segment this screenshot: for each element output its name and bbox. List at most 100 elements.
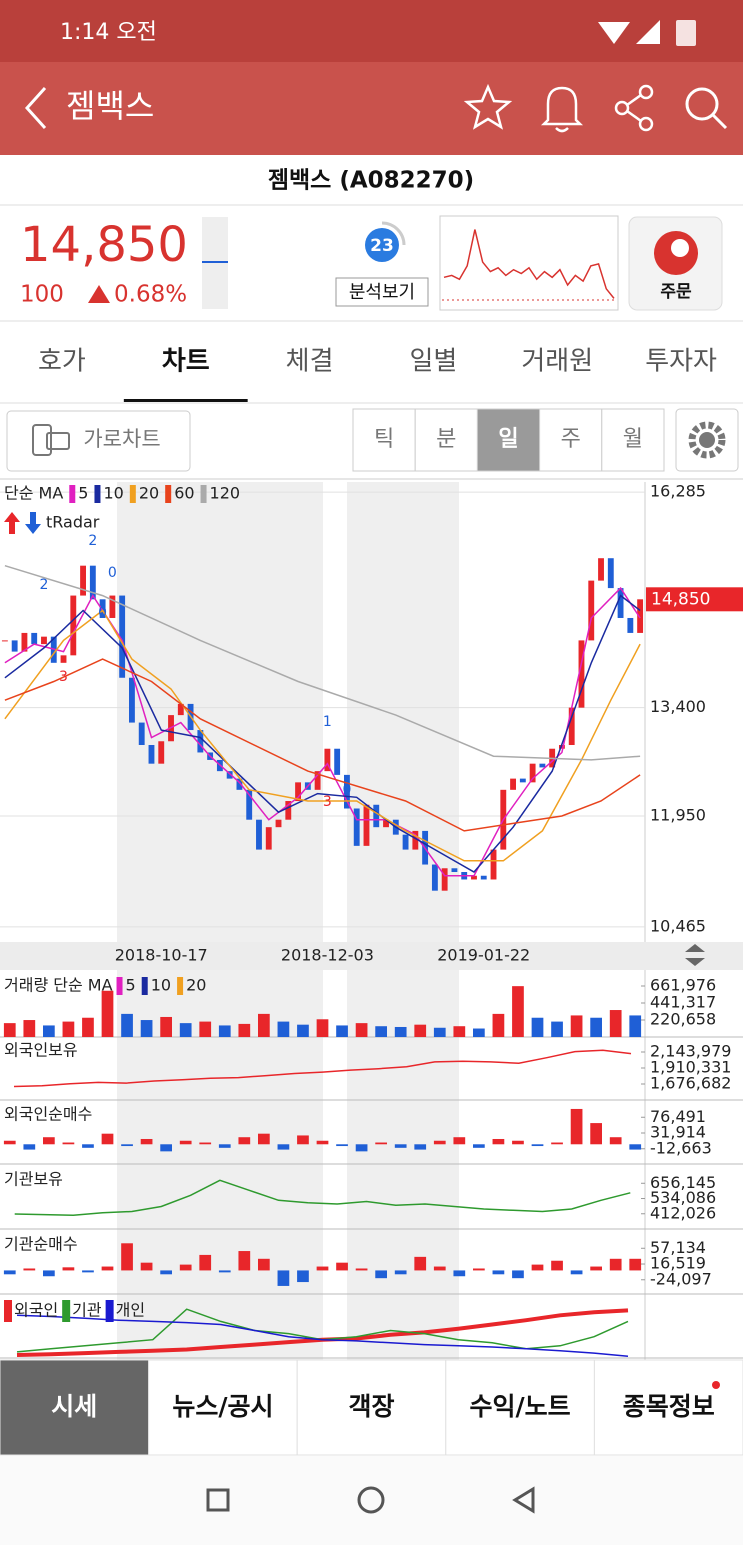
bar [512,1270,524,1279]
bar [121,1144,133,1147]
bar [570,1270,583,1275]
bottom-tab-label: 시세 [51,1392,97,1421]
legend-label: 60 [174,484,194,503]
resize-handle[interactable] [685,944,705,966]
tab[interactable]: 호가 [38,347,86,377]
candle [324,748,331,772]
bar [629,1015,642,1037]
landscape-icon [32,424,52,456]
moving-average-line [4,609,641,862]
alarm-button[interactable] [540,86,584,133]
y-tick-label: 220,658 [650,1010,716,1029]
bar [414,1256,427,1271]
candle [363,804,370,846]
bottom-tab[interactable] [148,1359,298,1456]
score-badge[interactable] [365,228,399,262]
candle [21,632,28,652]
period-button[interactable] [352,408,416,472]
bar [433,1266,446,1271]
period-button[interactable] [414,408,478,472]
period-button[interactable] [539,408,603,472]
landscape-icon [46,432,70,450]
tab[interactable]: 차트 [162,347,210,377]
candle [490,849,497,880]
analysis-button[interactable] [335,277,429,307]
legend-swatch [4,1300,12,1322]
y-tick-label: 11,950 [650,805,706,824]
panel-title: 외국인보유 [4,1041,78,1060]
bar [160,1016,172,1037]
bar [3,1023,16,1037]
bar [101,1133,114,1145]
favorite-button[interactable] [463,83,513,130]
bar [140,1020,153,1037]
back-button[interactable] [24,86,47,130]
bar [512,986,524,1037]
bar [43,1137,55,1145]
home-button[interactable] [357,1486,385,1514]
bar [609,1258,622,1271]
bar [512,1140,524,1145]
legend-swatch [129,485,136,503]
bar [375,1026,387,1037]
legend-label: 20 [186,976,206,995]
bar [531,1017,544,1037]
bar [140,1262,153,1271]
bar [336,1144,348,1147]
landscape-button[interactable] [6,410,191,472]
recent-apps-button[interactable] [206,1488,230,1512]
bottom-tab[interactable] [445,1359,595,1456]
bar [121,1013,133,1037]
bar [277,1021,290,1037]
period-button[interactable] [476,408,541,472]
candle [60,655,67,663]
candle [431,864,438,891]
panel-title: 외국인순매수 [4,1105,92,1124]
search-button[interactable] [685,87,728,130]
bar [336,1025,348,1037]
candle [578,640,585,708]
bar [297,1270,309,1283]
score-value: 23 [370,236,394,256]
signal-annotation: 0 [108,565,117,581]
bar [199,1021,212,1037]
tab[interactable]: 거래원 [521,347,593,377]
period-button[interactable] [601,408,665,472]
bottom-tab-label: 종목정보 [623,1392,715,1421]
candle [265,827,272,850]
tab[interactable]: 체결 [286,347,334,377]
bar [375,1142,387,1145]
tab[interactable]: 일별 [409,347,457,377]
bar [336,1262,348,1271]
candle [275,819,282,828]
last-price-marker [646,587,743,612]
candle [637,599,644,633]
bottom-tab[interactable] [296,1359,447,1456]
bar [394,1026,407,1037]
tab[interactable]: 투자자 [645,347,717,377]
price-change: 100 [20,282,64,308]
candle [236,778,243,790]
settings-icon [699,432,715,448]
bar [394,1144,407,1148]
bar [531,1144,544,1147]
y-tick-label: 1,910,331 [650,1057,731,1076]
moving-average-line [4,594,641,873]
signal-annotation: 3 [59,669,68,685]
sparkline-box[interactable] [439,215,619,311]
tab-bar: 호가 차트 체결 일별 거래원 투자자 [38,347,717,402]
candle [1,640,8,642]
bottom-tab[interactable] [593,1359,743,1456]
period-label: 틱 [374,427,394,452]
order-label: 주문 [660,282,692,302]
y-tick-label: 441,317 [650,993,716,1012]
back-nav-button[interactable] [512,1486,535,1514]
bar [62,1021,75,1037]
bar [394,1270,407,1275]
bar [316,1266,329,1271]
y-tick-label: 76,491 [650,1107,706,1126]
bar [3,1140,16,1145]
charts: 16,285 13,400 11,950 10,465 2018-10-17 2018-1… [0,482,743,1359]
share-button[interactable] [614,84,654,132]
